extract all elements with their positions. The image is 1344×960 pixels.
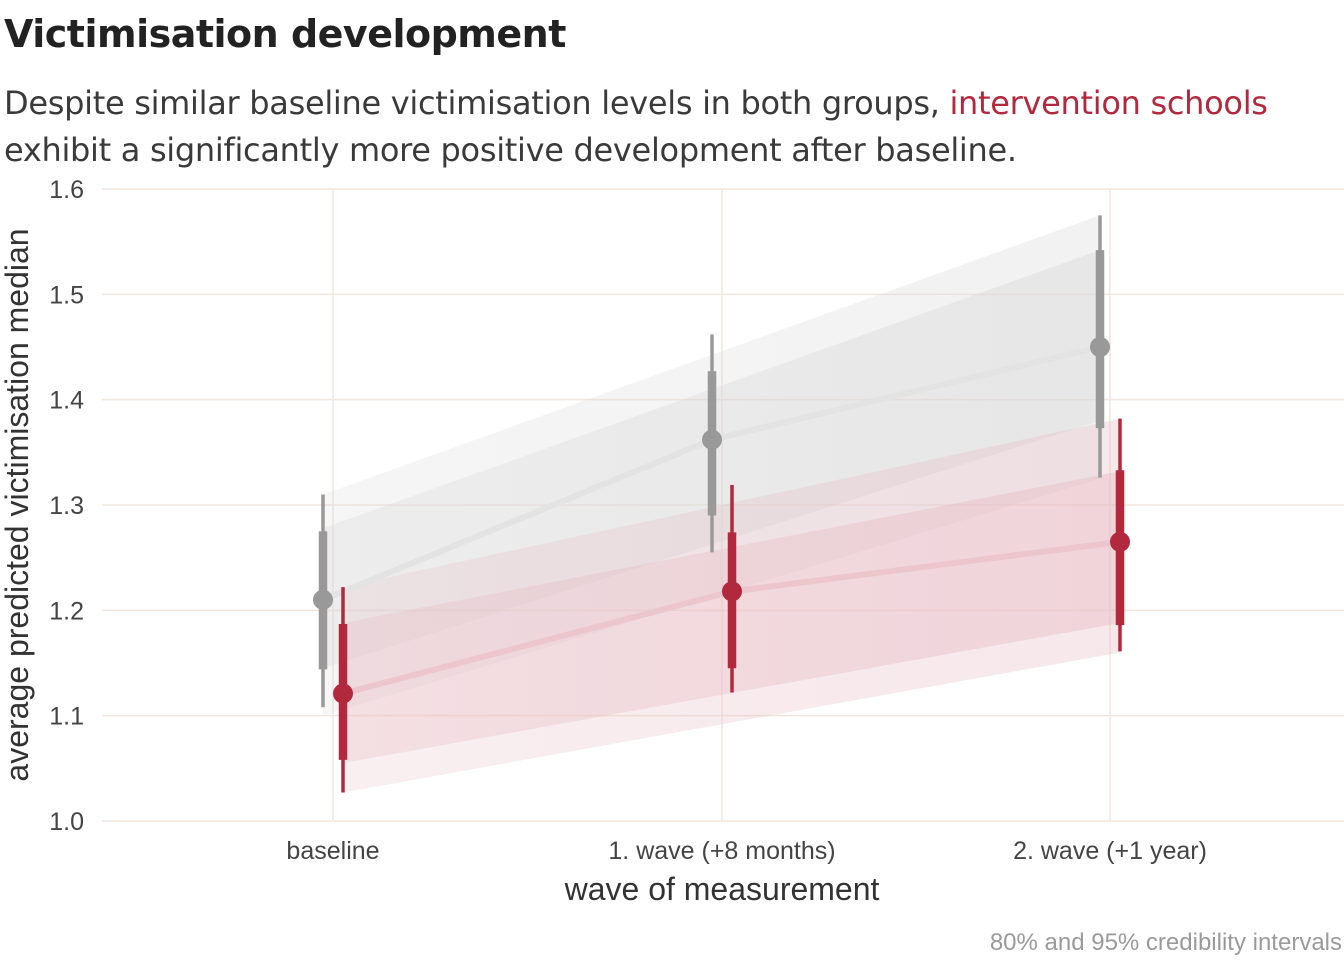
subtitle-text-end: exhibit a significantly more positive de… — [4, 131, 1017, 169]
intervention-median-point — [1110, 531, 1130, 552]
y-tick-label: 1.2 — [49, 597, 84, 625]
intervention-median-point — [333, 683, 353, 704]
control-median-point — [1090, 337, 1110, 357]
control-median-point — [313, 589, 333, 610]
x-axis-title: wave of measurement — [564, 871, 880, 907]
intervention-median-point — [722, 581, 742, 602]
subtitle-highlight: intervention schools — [949, 84, 1268, 122]
y-tick-label: 1.6 — [49, 176, 84, 204]
y-tick-label: 1.1 — [49, 703, 84, 731]
y-tick-label: 1.4 — [49, 387, 84, 415]
x-tick-label: 1. wave (+8 months) — [608, 837, 835, 865]
y-axis-title: average predicted victimisation median — [0, 228, 35, 781]
x-tick-label: baseline — [286, 837, 379, 865]
x-tick-label: 2. wave (+1 year) — [1013, 837, 1207, 865]
y-tick-label: 1.5 — [49, 281, 84, 309]
subtitle-text-start: Despite similar baseline victimisation l… — [4, 84, 950, 122]
control-median-point — [702, 429, 722, 450]
chart-caption: 80% and 95% credibility intervals — [990, 929, 1342, 956]
chart-subtitle: Despite similar baseline victimisation l… — [4, 80, 1344, 174]
chart-title: Victimisation development — [4, 12, 566, 56]
y-tick-label: 1.0 — [49, 808, 84, 836]
interval-layer — [313, 215, 1130, 793]
x-axis-ticks: baseline 1. wave (+8 months) 2. wave (+1 y… — [286, 837, 1206, 865]
y-axis-ticks: 1.0 1.1 1.2 1.3 1.4 1.5 1.6 — [49, 176, 84, 836]
y-tick-label: 1.3 — [49, 492, 84, 520]
